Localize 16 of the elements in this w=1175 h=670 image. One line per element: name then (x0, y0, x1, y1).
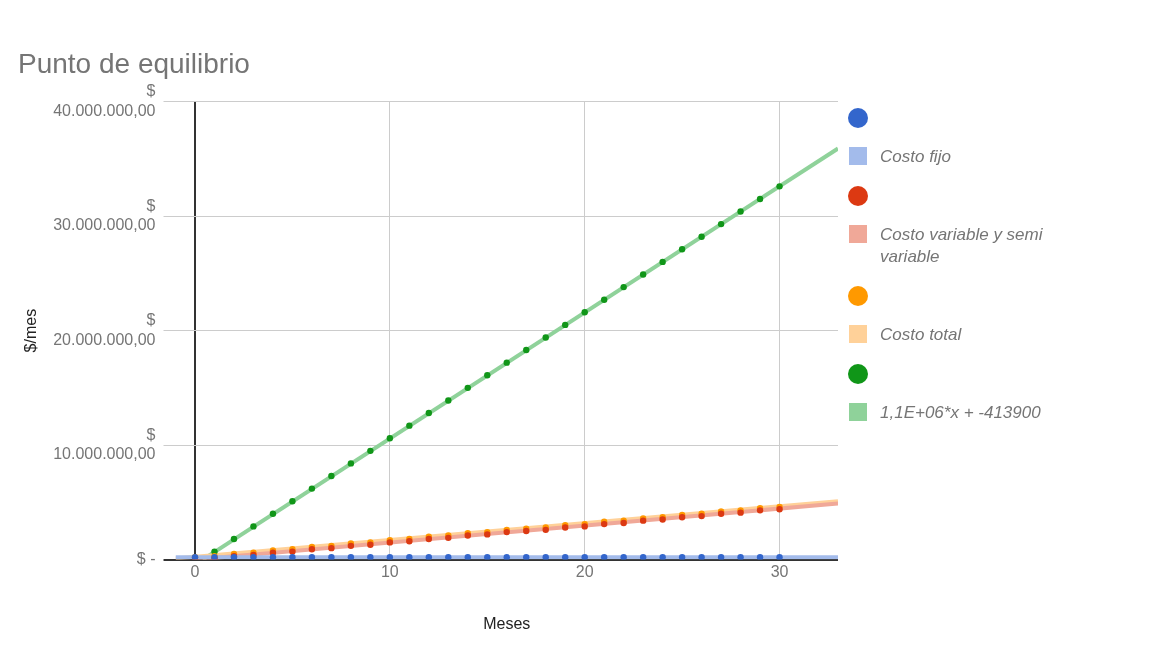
legend-label: 1,1E+06*x + -413900 (880, 402, 1041, 424)
x-tick-label: 20 (575, 562, 594, 580)
y-tick-label: $ 20.000.000,00 (53, 311, 156, 348)
legend-label: Costo total (880, 324, 962, 346)
chart-title: Punto de equilibrio (18, 47, 250, 79)
legend-label: Costo variable y semi variable (880, 224, 1044, 268)
x-tick-label: 0 (190, 562, 200, 580)
y-tick-label: $ 10.000.000,00 (53, 425, 156, 463)
x-axis-title: Meses (483, 614, 531, 632)
y-tick-label: $ 30.000.000,00 (53, 196, 156, 234)
y-tick-label: $ 40.000.000,00 (53, 82, 156, 119)
x-tick-label: 30 (770, 562, 789, 580)
y-tick-label: $ - (136, 550, 156, 568)
legend-label: Costo fijo (880, 146, 951, 168)
y-axis-title: $/mes (22, 308, 40, 353)
x-tick-label: 10 (380, 562, 399, 580)
